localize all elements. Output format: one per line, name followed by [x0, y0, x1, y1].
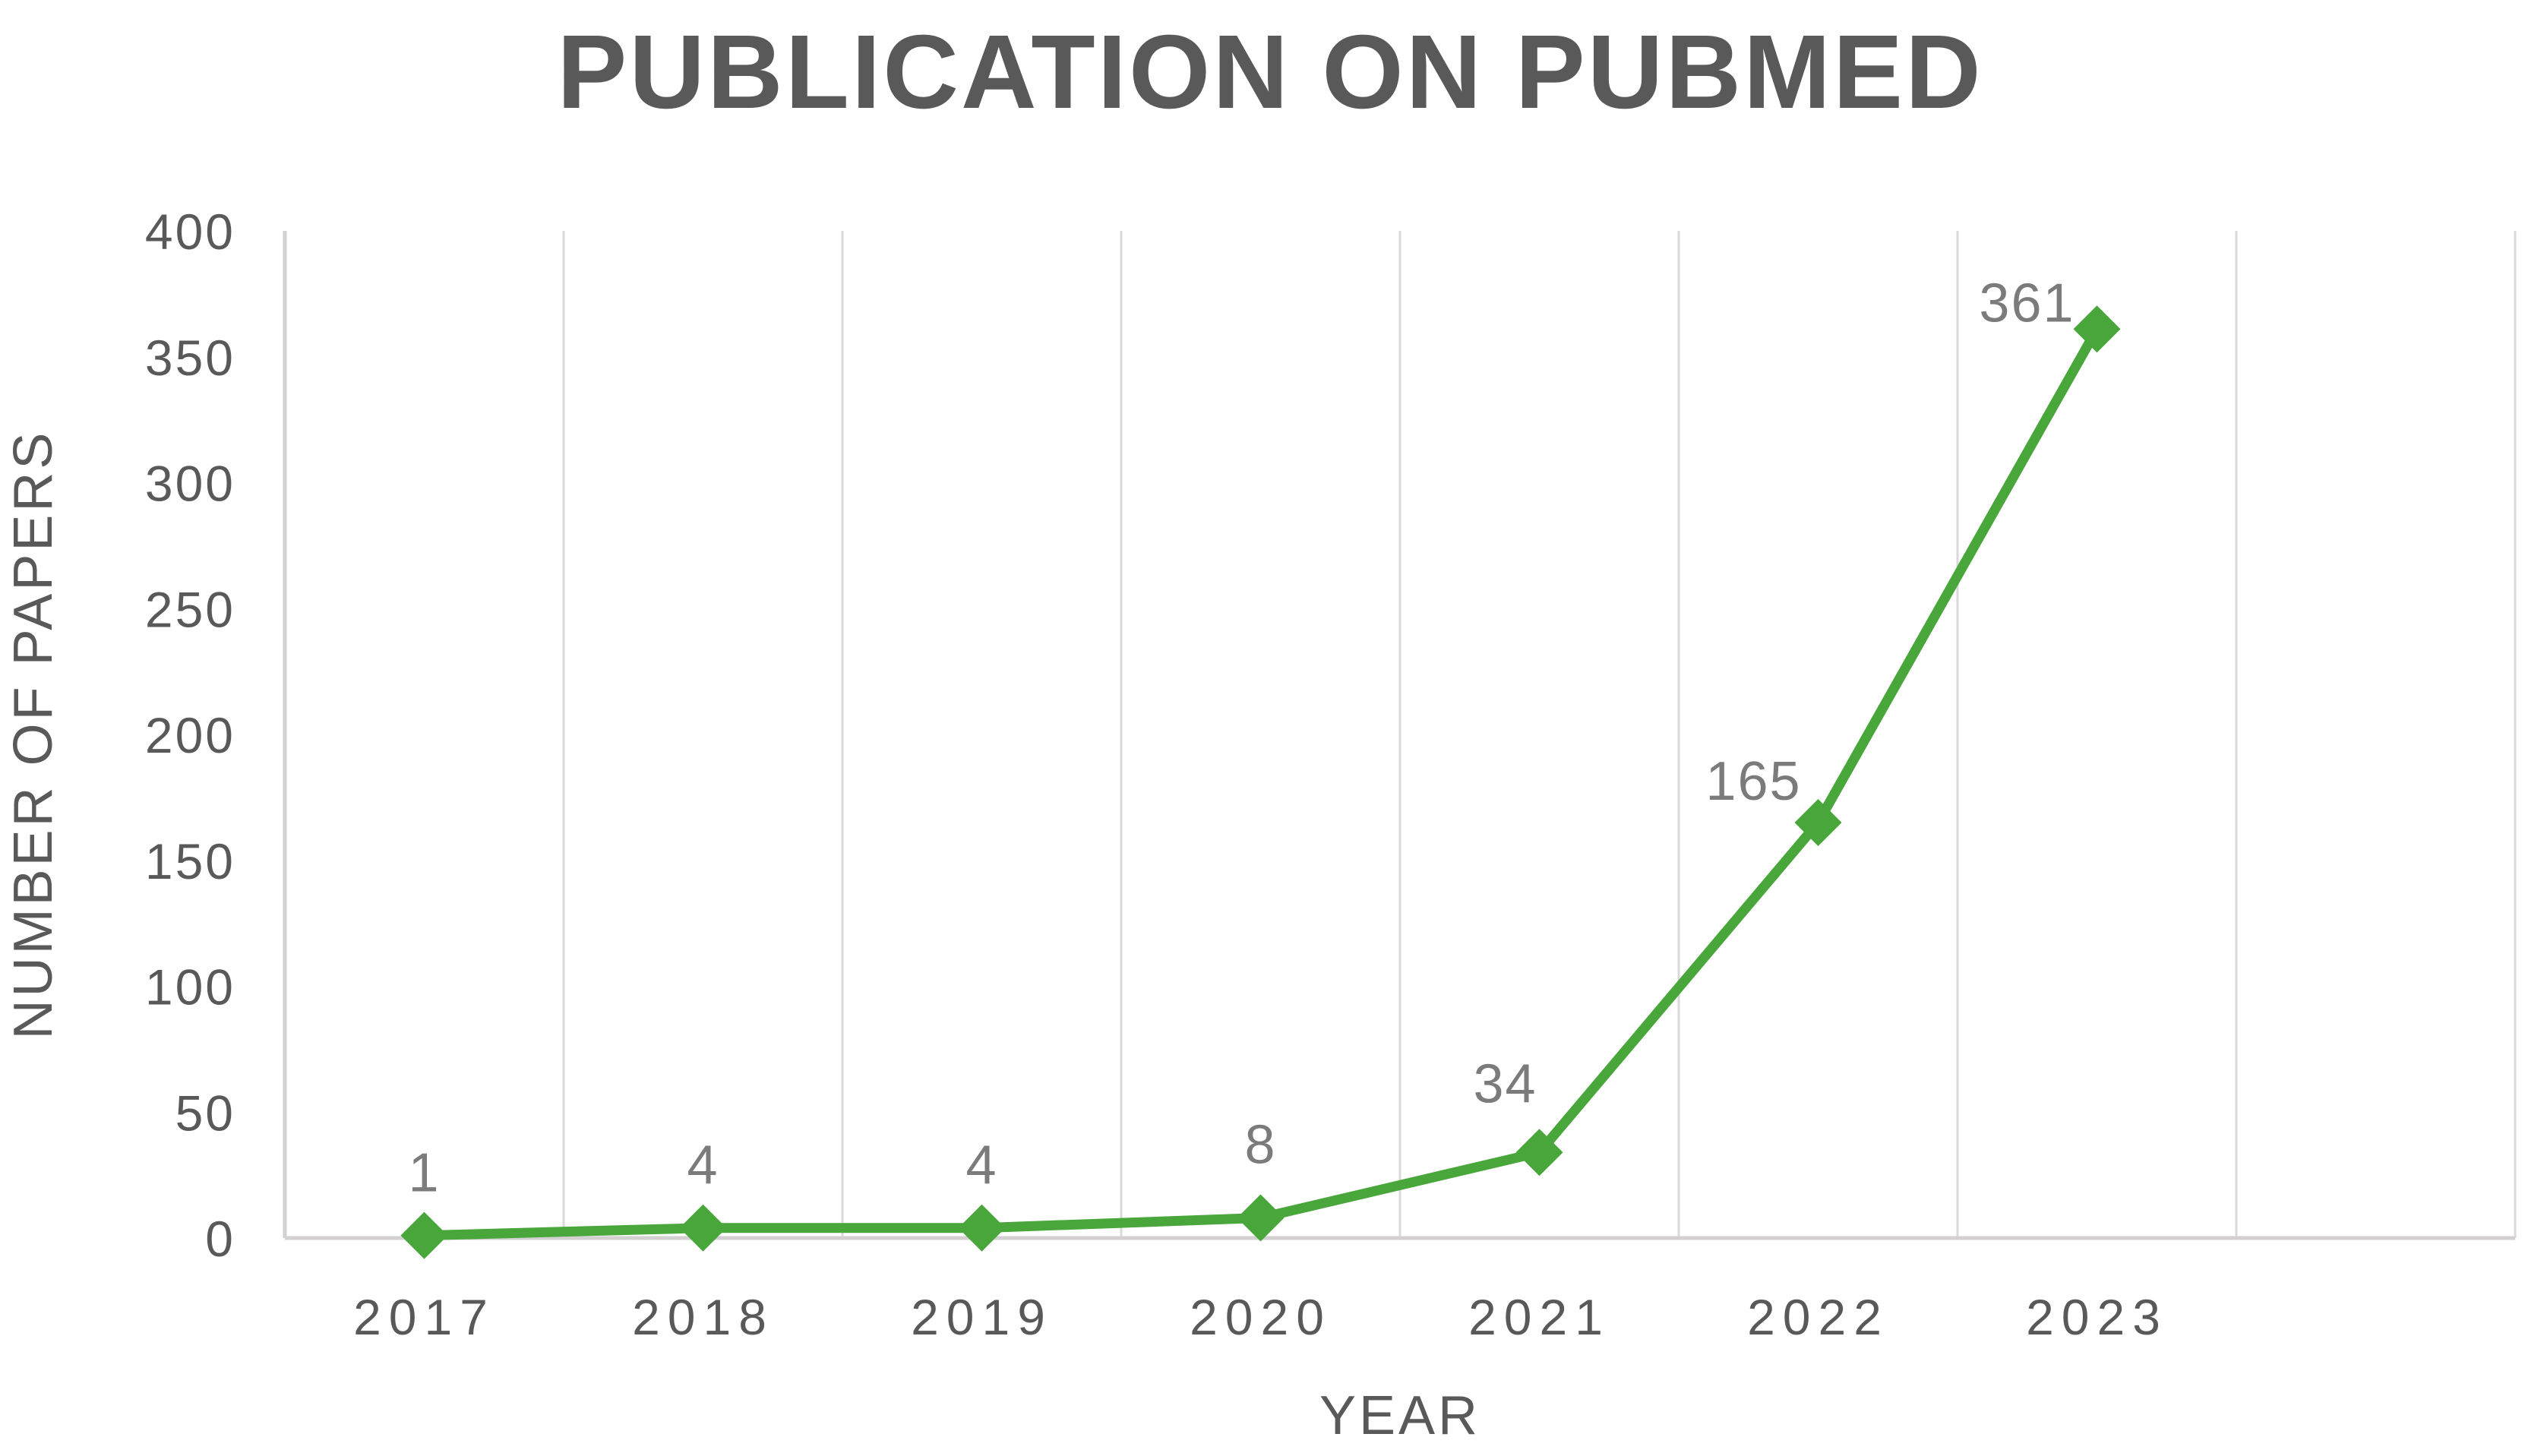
y-axis-tick-labels: 400 350 300 250 200 150 100 50 0 — [145, 204, 235, 1267]
x-tick-label: 2017 — [353, 1289, 495, 1345]
x-tick-label: 2022 — [1747, 1289, 1889, 1345]
data-point-marker — [1794, 799, 1842, 847]
chart-title: PUBLICATION ON PUBMED — [557, 14, 1983, 131]
data-point-marker — [400, 1211, 448, 1259]
series-line-group — [419, 324, 2102, 1241]
data-label: 4 — [687, 1135, 719, 1196]
y-tick-label: 400 — [145, 204, 235, 260]
data-point-markers — [400, 305, 2121, 1259]
gridlines — [562, 231, 2517, 1238]
data-point-marker — [679, 1204, 727, 1252]
data-point-marker — [1237, 1194, 1285, 1242]
x-tick-label: 2018 — [632, 1289, 774, 1345]
y-axis-title: NUMBER OF PAPERS — [3, 430, 64, 1040]
x-tick-label: 2020 — [1190, 1289, 1332, 1345]
x-axis-title: YEAR — [1319, 1385, 1480, 1446]
y-tick-label: 100 — [145, 959, 235, 1015]
axis-lines — [283, 231, 2515, 1240]
data-label: 8 — [1244, 1114, 1276, 1175]
data-labels-group: 1 4 4 8 34 165 361 — [408, 273, 2075, 1204]
y-tick-label: 250 — [145, 581, 235, 637]
x-tick-label: 2019 — [911, 1289, 1053, 1345]
data-point-marker — [958, 1204, 1006, 1252]
data-label: 165 — [1705, 751, 1801, 812]
y-tick-label: 300 — [145, 456, 235, 512]
data-point-marker — [2073, 305, 2121, 353]
x-tick-label: 2021 — [1468, 1289, 1610, 1345]
data-label: 361 — [1979, 273, 2075, 333]
data-label: 4 — [965, 1135, 997, 1196]
y-tick-label: 0 — [205, 1211, 235, 1267]
y-tick-label: 200 — [145, 707, 235, 763]
y-tick-label: 150 — [145, 833, 235, 889]
y-tick-label: 50 — [175, 1085, 235, 1141]
x-tick-label: 2023 — [2026, 1289, 2168, 1345]
y-tick-label: 350 — [145, 330, 235, 386]
data-label: 34 — [1473, 1053, 1537, 1114]
series-polyline — [419, 324, 2102, 1241]
x-axis-category-labels: 2017 2018 2019 2020 2021 2022 2023 — [353, 1289, 2168, 1345]
data-point-marker — [1515, 1129, 1563, 1176]
data-label: 1 — [408, 1143, 440, 1204]
